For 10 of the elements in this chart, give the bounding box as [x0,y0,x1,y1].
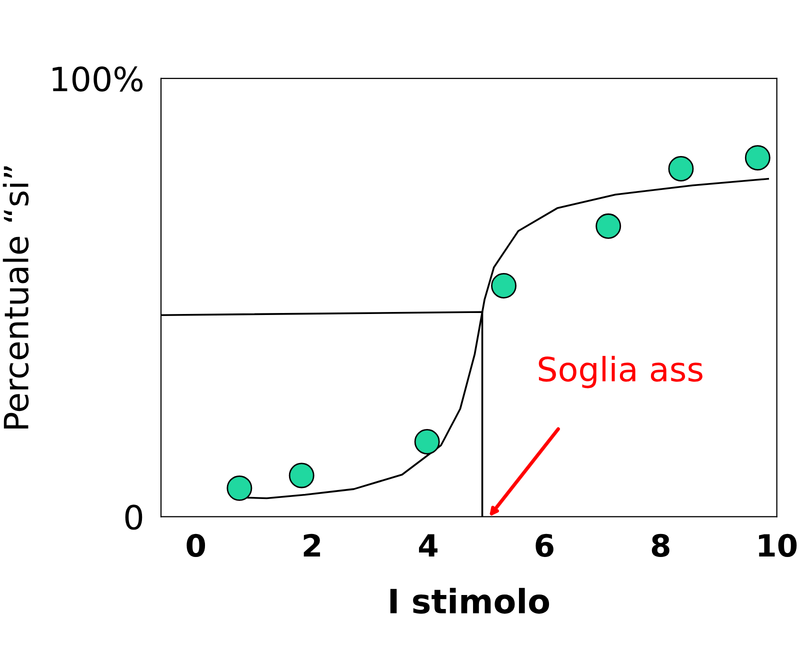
x-tick-label: 4 [418,534,438,557]
annotation: Soglia ass [538,356,702,388]
x-tick-label: 2 [304,534,320,557]
x-tick-label: 8 [652,534,670,557]
x-tick-label: 0 [186,534,206,557]
x-tick-label: 10 [759,534,797,557]
y-axis-title: Percentuale “si” [2,166,29,429]
y-tick-label: 100% [52,66,142,92]
x-tick-label: 6 [536,534,554,557]
x-axis-title: I stimolo [390,588,550,614]
